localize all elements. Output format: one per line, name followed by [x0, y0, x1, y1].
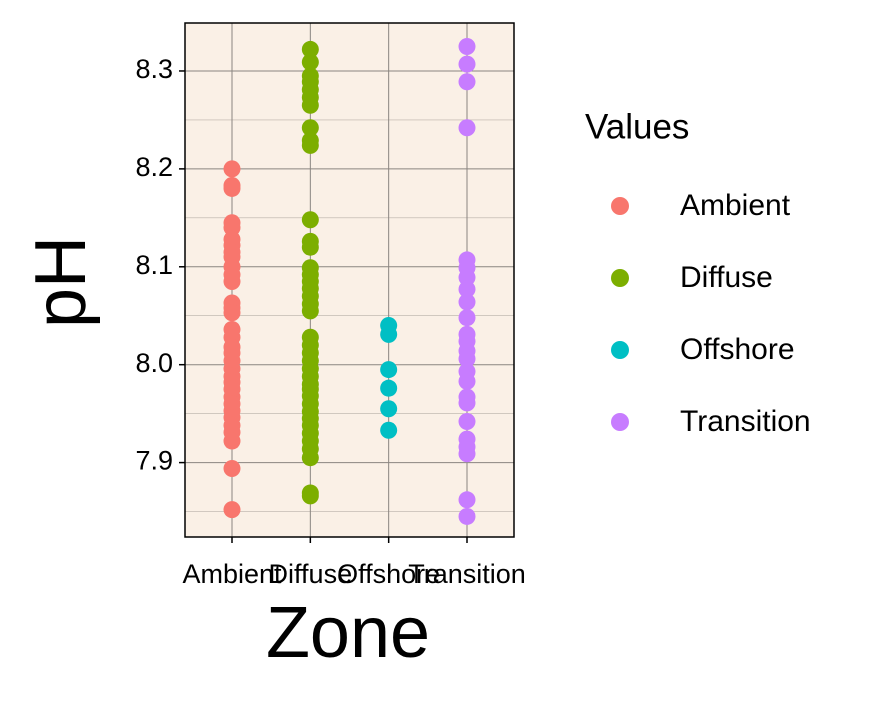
point	[223, 432, 241, 450]
point	[223, 160, 241, 178]
point	[458, 350, 476, 368]
x-axis-label: Zone	[266, 593, 430, 673]
y-axis-label: pH	[21, 236, 101, 328]
legend-title: Values	[585, 107, 689, 146]
y-tick-label: 8.2	[135, 152, 173, 182]
point	[380, 325, 398, 343]
y-tick-label: 8.0	[135, 348, 173, 378]
y-tick-label: 8.1	[135, 250, 173, 280]
point	[223, 179, 241, 197]
point	[458, 412, 476, 430]
point	[458, 372, 476, 390]
x-tick-label: Ambient	[182, 559, 282, 589]
point	[301, 136, 319, 154]
point	[380, 379, 398, 397]
point	[458, 73, 476, 91]
point	[223, 304, 241, 322]
legend-label: Offshore	[680, 333, 795, 366]
point	[301, 302, 319, 320]
x-tick-label: Offshore	[337, 559, 440, 589]
point	[458, 394, 476, 412]
point	[223, 272, 241, 290]
point	[223, 501, 241, 519]
y-tick-label: 7.9	[135, 446, 173, 476]
point	[380, 421, 398, 439]
point	[458, 507, 476, 525]
point	[301, 449, 319, 467]
x-tick-label: Transition	[408, 559, 526, 589]
point	[223, 219, 241, 237]
point	[458, 309, 476, 327]
point	[301, 96, 319, 114]
point	[458, 445, 476, 463]
point	[301, 238, 319, 256]
point	[458, 280, 476, 298]
legend-marker	[611, 269, 629, 287]
point	[301, 211, 319, 229]
point	[380, 361, 398, 379]
legend-label: Ambient	[680, 189, 791, 222]
x-tick-label: Diffuse	[269, 559, 353, 589]
panel-border	[184, 22, 515, 538]
point	[301, 119, 319, 137]
y-tick-label: 8.3	[135, 54, 173, 84]
point	[458, 119, 476, 137]
legend-marker	[611, 341, 629, 359]
point	[458, 269, 476, 287]
legend-label: Transition	[680, 405, 811, 438]
point	[458, 55, 476, 73]
point	[301, 487, 319, 505]
point	[458, 293, 476, 311]
point	[380, 400, 398, 418]
point	[458, 491, 476, 509]
legend-marker	[611, 413, 629, 431]
legend-label: Diffuse	[680, 261, 773, 294]
point	[223, 459, 241, 477]
point	[458, 37, 476, 55]
point	[301, 53, 319, 71]
point	[301, 40, 319, 58]
legend-marker	[611, 197, 629, 215]
